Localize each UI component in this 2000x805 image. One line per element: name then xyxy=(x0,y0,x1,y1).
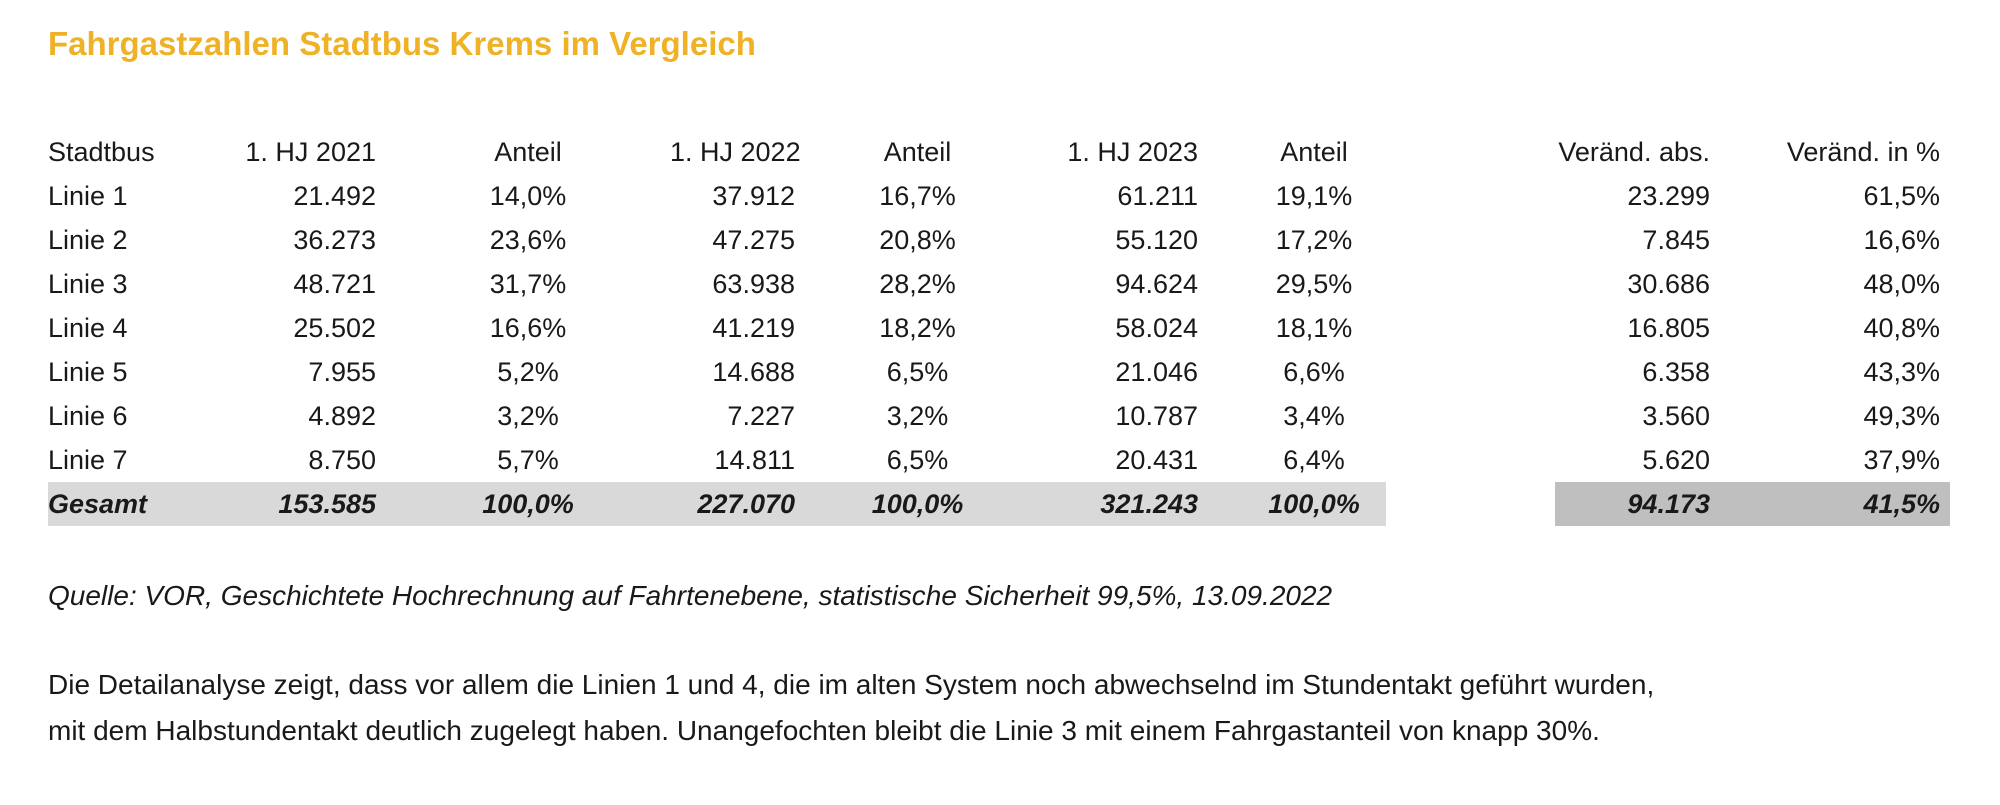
cell-hj2023: 61.211 xyxy=(1117,180,1198,211)
cell-stadtbus: Linie 5 xyxy=(48,356,128,387)
cell-hj2022: 41.219 xyxy=(712,312,795,343)
analysis-line-1: Die Detailanalyse zeigt, dass vor allem … xyxy=(48,669,1655,700)
cell-total-anteil-2021: 100,0% xyxy=(482,488,574,519)
analysis-paragraph: Die Detailanalyse zeigt, dass vor allem … xyxy=(48,662,2000,754)
cell-anteil-2021: 31,7% xyxy=(489,268,567,299)
cell-anteil-2021: 23,6% xyxy=(489,224,567,255)
cell-anteil-2021: 5,2% xyxy=(497,356,559,387)
cell-hj2021: 21.492 xyxy=(293,180,376,211)
table-row-linie-2: Linie 2 36.273 23,6% 47.275 20,8% 55.120… xyxy=(48,218,1950,262)
cell-hj2021: 48.721 xyxy=(293,268,376,299)
table-header-row: Stadtbus 1. HJ 2021 Anteil 1. HJ 2022 An… xyxy=(48,130,1950,174)
cell-total-veraend-abs: 94.173 xyxy=(1627,488,1710,519)
cell-hj2022: 63.938 xyxy=(712,268,795,299)
col-header-anteil-2021: Anteil xyxy=(494,136,562,167)
table-row-linie-4: Linie 4 25.502 16,6% 41.219 18,2% 58.024… xyxy=(48,306,1950,350)
cell-hj2023: 55.120 xyxy=(1115,224,1198,255)
cell-anteil-2022: 28,2% xyxy=(879,268,956,299)
cell-veraend-abs: 6.358 xyxy=(1642,356,1710,387)
cell-anteil-2021: 5,7% xyxy=(497,444,559,475)
col-header-stadtbus: Stadtbus xyxy=(48,136,155,167)
col-header-anteil-2023: Anteil xyxy=(1280,136,1348,167)
cell-veraend-abs: 23.299 xyxy=(1627,180,1710,211)
cell-veraend-abs: 16.805 xyxy=(1627,312,1710,343)
cell-total-anteil-2022: 100,0% xyxy=(871,488,964,519)
cell-hj2023: 20.431 xyxy=(1115,444,1198,475)
cell-hj2022: 14.688 xyxy=(712,356,795,387)
cell-total-veraend-pct: 41,5% xyxy=(1863,488,1940,519)
cell-total-label: Gesamt xyxy=(48,488,148,519)
col-header-anteil-2022: Anteil xyxy=(883,136,952,167)
cell-stadtbus: Linie 7 xyxy=(48,444,128,475)
cell-anteil-2022: 6,5% xyxy=(886,356,949,387)
cell-hj2021: 7.955 xyxy=(308,356,376,387)
cell-hj2021: 8.750 xyxy=(308,444,376,475)
cell-anteil-2023: 29,5% xyxy=(1275,268,1353,299)
cell-veraend-abs: 3.560 xyxy=(1642,400,1710,431)
cell-anteil-2023: 17,2% xyxy=(1275,224,1353,255)
col-header-hj2022: 1. HJ 2022 xyxy=(670,136,801,167)
cell-veraend-pct: 43,3% xyxy=(1863,356,1940,387)
cell-veraend-pct: 40,8% xyxy=(1863,312,1940,343)
cell-anteil-2022: 3,2% xyxy=(886,400,949,431)
cell-anteil-2022: 20,8% xyxy=(879,224,956,255)
cell-veraend-abs: 5.620 xyxy=(1642,444,1710,475)
cell-veraend-pct: 37,9% xyxy=(1863,444,1940,475)
cell-stadtbus: Linie 6 xyxy=(48,400,128,431)
cell-anteil-2022: 16,7% xyxy=(879,180,956,211)
cell-veraend-pct: 49,3% xyxy=(1863,400,1940,431)
table-total-row: Gesamt 153.585 100,0% 227.070 100,0% 321… xyxy=(48,482,1950,526)
cell-stadtbus: Linie 2 xyxy=(48,224,128,255)
cell-hj2023: 10.787 xyxy=(1115,400,1198,431)
cell-anteil-2023: 6,6% xyxy=(1283,356,1345,387)
cell-anteil-2022: 6,5% xyxy=(886,444,949,475)
cell-hj2021: 4.892 xyxy=(308,400,376,431)
cell-anteil-2021: 14,0% xyxy=(489,180,567,211)
cell-anteil-2023: 18,1% xyxy=(1275,312,1353,343)
cell-anteil-2023: 6,4% xyxy=(1283,444,1345,475)
passenger-table: Stadtbus 1. HJ 2021 Anteil 1. HJ 2022 An… xyxy=(48,130,1950,526)
col-header-veraend-pct: Veränd. in % xyxy=(1786,136,1940,167)
source-note: Quelle: VOR, Geschichtete Hochrechnung a… xyxy=(48,580,1333,611)
cell-veraend-abs: 30.686 xyxy=(1627,268,1710,299)
table-row-linie-7: Linie 7 8.750 5,7% 14.811 6,5% 20.431 6,… xyxy=(48,438,1950,482)
cell-veraend-pct: 16,6% xyxy=(1863,224,1940,255)
cell-veraend-pct: 61,5% xyxy=(1863,180,1940,211)
cell-total-hj2023: 321.243 xyxy=(1100,488,1198,519)
cell-hj2021: 36.273 xyxy=(293,224,376,255)
table-row-linie-1: Linie 1 21.492 14,0% 37.912 16,7% 61.211… xyxy=(48,174,1950,218)
cell-hj2023: 94.624 xyxy=(1115,268,1198,299)
col-header-hj2021: 1. HJ 2021 xyxy=(245,136,376,167)
col-header-hj2023: 1. HJ 2023 xyxy=(1067,136,1198,167)
col-header-veraend-abs: Veränd. abs. xyxy=(1558,136,1710,167)
cell-hj2022: 14.811 xyxy=(714,444,795,475)
cell-anteil-2023: 19,1% xyxy=(1275,180,1353,211)
cell-stadtbus: Linie 4 xyxy=(48,312,128,343)
cell-hj2023: 21.046 xyxy=(1115,356,1198,387)
cell-stadtbus: Linie 3 xyxy=(48,268,128,299)
cell-hj2022: 37.912 xyxy=(712,180,795,211)
cell-hj2022: 7.227 xyxy=(727,400,795,431)
page-title: Fahrgastzahlen Stadtbus Krems im Verglei… xyxy=(48,25,756,62)
cell-anteil-2021: 3,2% xyxy=(497,400,559,431)
cell-total-anteil-2023: 100,0% xyxy=(1268,488,1360,519)
table-row-linie-3: Linie 3 48.721 31,7% 63.938 28,2% 94.624… xyxy=(48,262,1950,306)
analysis-line-2: mit dem Halbstundentakt deutlich zugeleg… xyxy=(48,715,1600,746)
cell-anteil-2023: 3,4% xyxy=(1283,400,1345,431)
cell-total-hj2021: 153.585 xyxy=(278,488,376,519)
table-row-linie-6: Linie 6 4.892 3,2% 7.227 3,2% 10.787 3,4… xyxy=(48,394,1950,438)
cell-veraend-pct: 48,0% xyxy=(1863,268,1940,299)
cell-hj2022: 47.275 xyxy=(712,224,795,255)
cell-anteil-2022: 18,2% xyxy=(879,312,956,343)
cell-hj2023: 58.024 xyxy=(1115,312,1198,343)
cell-total-hj2022: 227.070 xyxy=(697,488,795,519)
cell-stadtbus: Linie 1 xyxy=(48,180,128,211)
table-row-linie-5: Linie 5 7.955 5,2% 14.688 6,5% 21.046 6,… xyxy=(48,350,1950,394)
cell-veraend-abs: 7.845 xyxy=(1642,224,1710,255)
cell-anteil-2021: 16,6% xyxy=(489,312,567,343)
cell-hj2021: 25.502 xyxy=(293,312,376,343)
